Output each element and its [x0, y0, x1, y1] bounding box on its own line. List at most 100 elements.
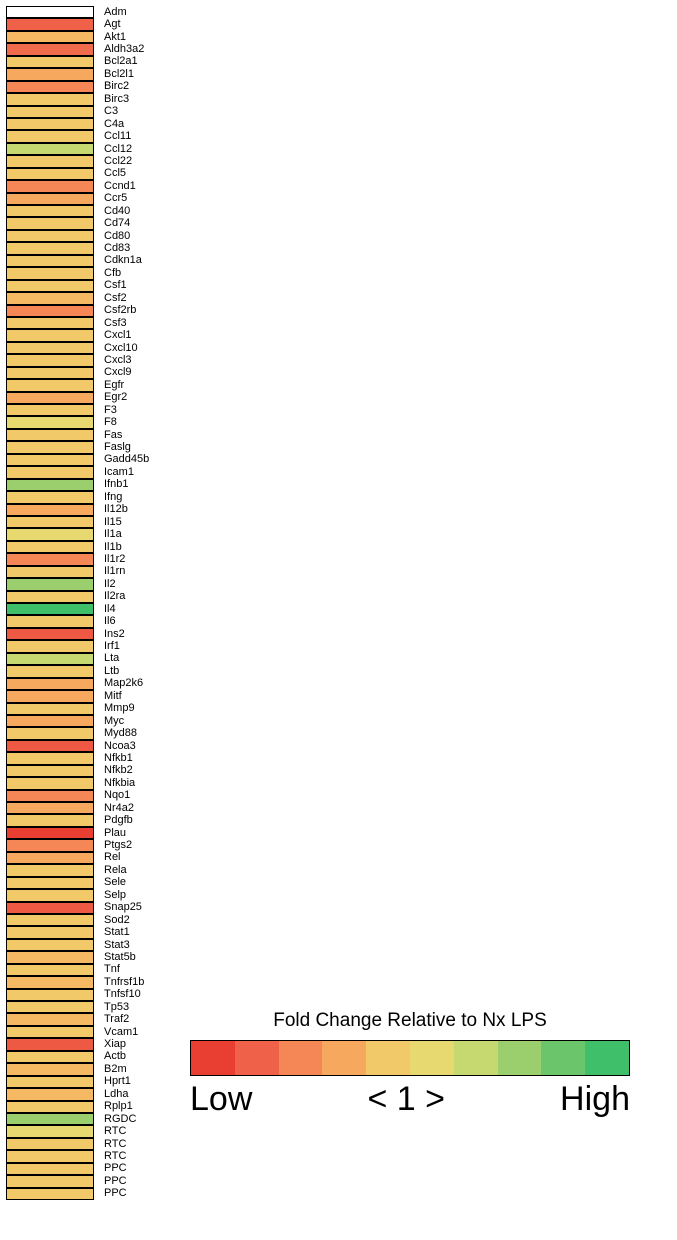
heatmap-column: AdmAgtAkt1Aldh3a2Bcl2a1Bcl2l1Birc2Birc3C… [6, 6, 186, 1200]
heatmap-row: RTC [6, 1138, 186, 1150]
gene-label: Il1a [104, 529, 122, 540]
heatmap-row: Bcl2l1 [6, 68, 186, 80]
heatmap-row: Snap25 [6, 902, 186, 914]
heatmap-cell [6, 964, 94, 976]
gene-label: Il1r2 [104, 554, 125, 565]
heatmap-row: Cxcl1 [6, 329, 186, 341]
heatmap-row: Cd74 [6, 217, 186, 229]
gene-label: F8 [104, 417, 117, 428]
gene-label: Agt [104, 19, 121, 30]
heatmap-cell [6, 765, 94, 777]
gene-label: Stat1 [104, 927, 130, 938]
heatmap-row: Agt [6, 18, 186, 30]
gene-label: Actb [104, 1051, 126, 1062]
heatmap-cell [6, 628, 94, 640]
heatmap-row: RTC [6, 1150, 186, 1162]
heatmap-cell [6, 18, 94, 30]
gene-label: Bcl2a1 [104, 56, 138, 67]
heatmap-row: Rplp1 [6, 1101, 186, 1113]
heatmap-cell [6, 454, 94, 466]
gene-label: Aldh3a2 [104, 44, 144, 55]
heatmap-row: Traf2 [6, 1013, 186, 1025]
gene-label: Ccl5 [104, 168, 126, 179]
heatmap-cell [6, 205, 94, 217]
gene-label: Il1rn [104, 566, 125, 577]
heatmap-cell [6, 802, 94, 814]
gene-label: Cdkn1a [104, 255, 142, 266]
gene-label: Nr4a2 [104, 803, 134, 814]
heatmap-cell [6, 528, 94, 540]
gene-label: Ccr5 [104, 193, 127, 204]
heatmap-cell [6, 902, 94, 914]
heatmap-cell [6, 1038, 94, 1050]
heatmap-cell [6, 814, 94, 826]
gene-label: Snap25 [104, 902, 142, 913]
heatmap-row: Pdgfb [6, 814, 186, 826]
heatmap-row: Cxcl3 [6, 354, 186, 366]
gene-label: Cxcl3 [104, 355, 132, 366]
gene-label: Nfkb1 [104, 753, 133, 764]
heatmap-cell [6, 267, 94, 279]
legend-low-label: Low [190, 1080, 252, 1119]
heatmap-row: Cd83 [6, 242, 186, 254]
heatmap-row: Birc2 [6, 81, 186, 93]
heatmap-cell [6, 1063, 94, 1075]
gene-label: Tp53 [104, 1002, 129, 1013]
heatmap-cell [6, 1188, 94, 1200]
heatmap-cell [6, 877, 94, 889]
gene-label: Ptgs2 [104, 840, 132, 851]
heatmap-row: Nfkb2 [6, 765, 186, 777]
gene-label: Il15 [104, 517, 122, 528]
legend-segment [454, 1041, 498, 1075]
heatmap-cell [6, 416, 94, 428]
gene-label: Il12b [104, 504, 128, 515]
heatmap-cell [6, 217, 94, 229]
gene-label: Egfr [104, 380, 124, 391]
heatmap-cell [6, 43, 94, 55]
heatmap-cell [6, 541, 94, 553]
heatmap-row: Ccr5 [6, 193, 186, 205]
heatmap-row: Tnfrsf1b [6, 976, 186, 988]
heatmap-cell [6, 118, 94, 130]
heatmap-cell [6, 56, 94, 68]
heatmap-cell [6, 653, 94, 665]
legend-title: Fold Change Relative to Nx LPS [190, 1010, 630, 1032]
heatmap-cell [6, 976, 94, 988]
heatmap-cell [6, 106, 94, 118]
gene-label: Ins2 [104, 629, 125, 640]
gene-label: Csf2rb [104, 305, 136, 316]
heatmap-row: Egr2 [6, 392, 186, 404]
heatmap-cell [6, 951, 94, 963]
gene-label: Cxcl9 [104, 367, 132, 378]
heatmap-cell [6, 441, 94, 453]
legend-segment [191, 1041, 235, 1075]
heatmap-row: Irf1 [6, 640, 186, 652]
heatmap-cell [6, 6, 94, 18]
heatmap-cell [6, 81, 94, 93]
legend-segment [410, 1041, 454, 1075]
heatmap-cell [6, 31, 94, 43]
gene-label: Nqo1 [104, 790, 130, 801]
gene-label: Adm [104, 7, 127, 18]
heatmap-row: Aldh3a2 [6, 43, 186, 55]
heatmap-row: Ccnd1 [6, 180, 186, 192]
gene-label: PPC [104, 1188, 127, 1199]
gene-label: Gadd45b [104, 454, 149, 465]
gene-label: Xiap [104, 1039, 126, 1050]
gene-label: RTC [104, 1151, 126, 1162]
gene-label: Egr2 [104, 392, 127, 403]
heatmap-cell [6, 603, 94, 615]
gene-label: Birc3 [104, 94, 129, 105]
gene-label: Rel [104, 852, 121, 863]
heatmap-row: Nfkb1 [6, 752, 186, 764]
heatmap-cell [6, 1125, 94, 1137]
heatmap-cell [6, 727, 94, 739]
heatmap-row: Adm [6, 6, 186, 18]
gene-label: Tnf [104, 964, 120, 975]
heatmap-cell [6, 827, 94, 839]
gene-label: Il1b [104, 542, 122, 553]
gene-label: Il6 [104, 616, 116, 627]
heatmap-cell [6, 615, 94, 627]
heatmap-row: Il12b [6, 504, 186, 516]
heatmap-row: C3 [6, 106, 186, 118]
